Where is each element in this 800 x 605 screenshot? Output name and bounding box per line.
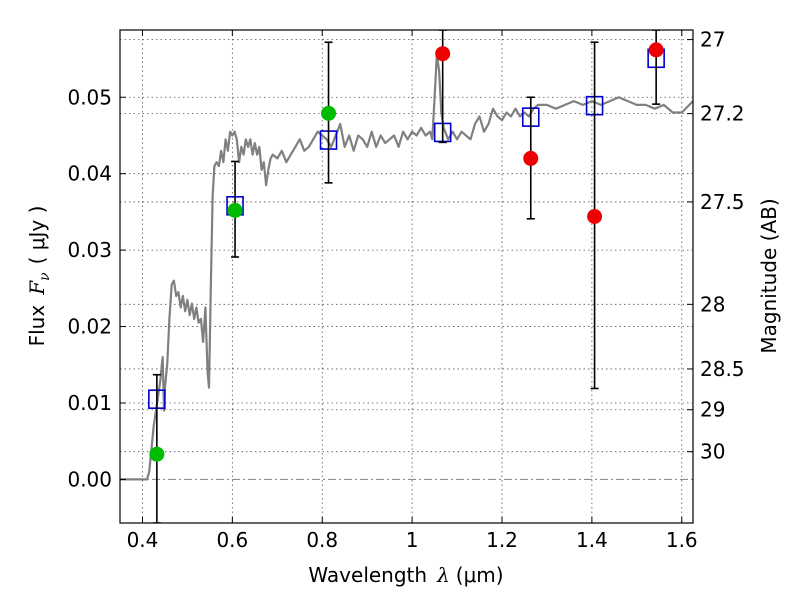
mag-tick-label-0: 27	[700, 28, 725, 52]
mag-tick-label-3: 28	[700, 292, 725, 316]
x-tick-label-2: 0.8	[306, 528, 338, 552]
observed-point-1	[227, 202, 243, 218]
observed-point-4	[523, 150, 539, 166]
mag-tick-label-1: 27.2	[700, 102, 745, 126]
y-tick-label-0: 0.00	[67, 467, 112, 491]
mag-tick-label-5: 29	[700, 398, 725, 422]
grid-layer	[120, 30, 693, 523]
mag-tick-label-2: 27.5	[700, 190, 745, 214]
mag-tick-label-4: 28.5	[700, 357, 745, 381]
data-layer	[120, 30, 693, 523]
y-tick-label-1: 0.01	[67, 391, 112, 415]
y-tick-label-5: 0.05	[67, 85, 112, 109]
observed-point-0	[149, 446, 165, 462]
y-tick-label-2: 0.02	[67, 315, 112, 339]
mag-tick-label-6: 30	[700, 440, 725, 464]
x-tick-label-5: 1.4	[576, 528, 608, 552]
observed-point-5	[587, 208, 603, 224]
observed-point-6	[648, 42, 664, 58]
observed-point-3	[435, 46, 451, 62]
y-tick-label-4: 0.04	[67, 162, 112, 186]
x-axis-label: Wavelength λ (μm)	[308, 563, 503, 587]
plot-frame	[119, 29, 694, 524]
y-tick-label-3: 0.03	[67, 238, 112, 262]
x-tick-label-0: 0.4	[127, 528, 159, 552]
tick-layer: 0.4 0.6 0.8 1 1.2 1.4 1.6 0.00 0.01 0.02 0.03 0.04 0…	[67, 28, 744, 552]
y-axis-label: FluxFν( μJy )	[25, 206, 53, 347]
spectrum-line	[120, 54, 693, 481]
observed-point-2	[321, 105, 337, 121]
y2-axis-label: Magnitude (AB)	[757, 198, 781, 353]
x-tick-label-3: 1	[406, 528, 419, 552]
x-tick-label-6: 1.6	[666, 528, 698, 552]
x-tick-label-4: 1.2	[486, 528, 518, 552]
x-tick-label-1: 0.6	[216, 528, 248, 552]
